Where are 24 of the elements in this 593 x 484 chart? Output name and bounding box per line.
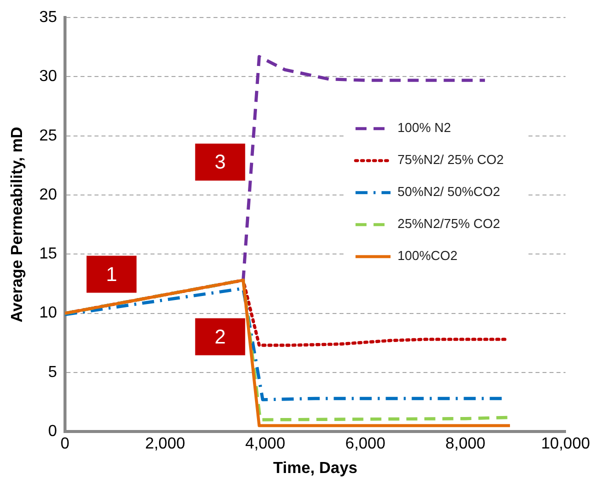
legend-label: 100%CO2 [398,248,458,264]
y-tick-label: 10 [39,304,58,322]
x-tick-label: 6,000 [345,436,386,453]
annotation: 2 [214,326,226,348]
y-tick-label: 20 [39,186,58,204]
annotation: 1 [106,264,118,286]
y-tick-label: 25 [39,127,58,144]
legend-label: 25%N2/75% CO2 [398,216,500,232]
y-tick-label: 30 [39,68,58,86]
x-tick-label: 0 [60,436,70,453]
annotation: 3 [214,152,226,174]
x-tick-label: 10,000 [541,436,590,453]
x-tick-label: 2,000 [145,436,186,453]
legend-label: 100% N2 [398,120,452,136]
y-tick-label: 15 [39,246,58,263]
y-tick-label: 5 [48,364,58,381]
y-tick-label: 35 [39,9,58,26]
y-axis-title: Average Permeability, mD [9,126,26,322]
x-tick-label: 4,000 [245,436,286,453]
legend-label: 50%N2/ 50%CO2 [398,184,500,200]
x-axis-title: Time, Days [273,460,358,477]
x-tick-label: 8,000 [445,436,486,453]
y-tick-label: 0 [48,423,58,440]
legend-label: 75%N2/ 25% CO2 [398,152,504,168]
